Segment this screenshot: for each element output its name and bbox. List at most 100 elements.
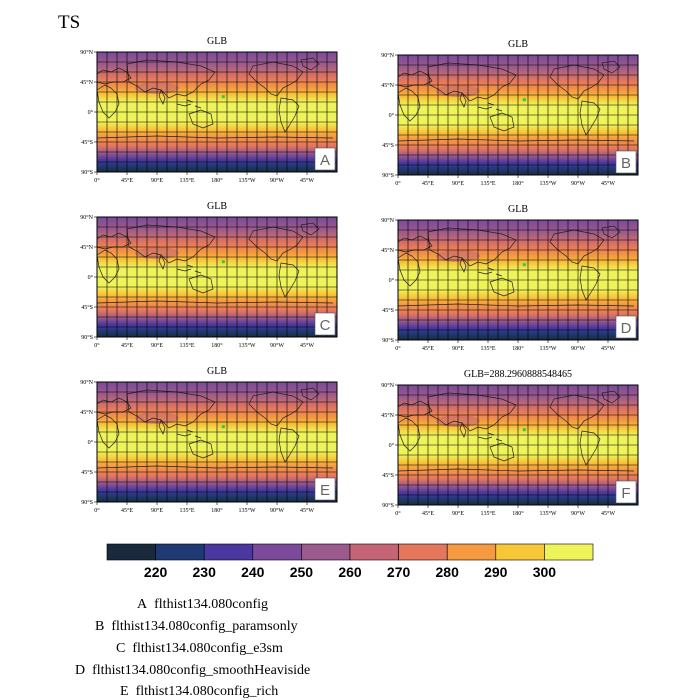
x-tick-label: 0°: [395, 510, 401, 517]
x-tick-label: 45°E: [121, 507, 133, 514]
panel-letter: B: [621, 155, 631, 172]
x-tick-label: 135°E: [480, 180, 495, 187]
map-panel-f: GLB=288.296088854846590°N45°N0°45°S90°S0…: [381, 369, 639, 517]
colorbar-segment: [203, 543, 254, 561]
legend-item-d: D flthist134.080config_smoothHeaviside: [75, 663, 311, 678]
x-tick-label: 180°: [512, 345, 524, 352]
y-tick-label: 45°N: [381, 82, 394, 89]
site-marker: [221, 425, 225, 429]
y-tick-label: 90°N: [80, 49, 93, 56]
x-tick-label: 90°E: [452, 180, 464, 187]
y-tick-label: 45°N: [80, 244, 93, 251]
x-tick-label: 90°W: [571, 180, 585, 187]
panel-letter: F: [621, 485, 630, 502]
x-tick-label: 90°W: [571, 345, 585, 352]
x-tick-label: 135°W: [238, 342, 255, 349]
colorbar-label: 250: [290, 564, 314, 580]
colorbar-label: 240: [241, 564, 265, 580]
x-tick-label: 90°E: [151, 342, 163, 349]
x-tick-label: 90°W: [270, 507, 284, 514]
colorbar-label: 230: [193, 564, 217, 580]
panel-letter-box: [615, 150, 637, 174]
x-tick-label: 45°E: [121, 177, 133, 184]
x-tick-label: 180°: [512, 510, 524, 517]
panel-title: GLB: [508, 39, 528, 50]
x-tick-label: 135°E: [179, 177, 194, 184]
x-tick-label: 45°E: [422, 180, 434, 187]
y-tick-label: 90°S: [81, 334, 93, 341]
colorbar-segment: [349, 543, 399, 561]
y-tick-label: 90°S: [382, 172, 394, 179]
y-tick-label: 0°: [88, 274, 94, 281]
site-marker: [522, 428, 526, 432]
x-tick-label: 135°E: [179, 342, 194, 349]
panel-letter: A: [320, 152, 330, 169]
y-tick-label: 90°S: [382, 502, 394, 509]
y-tick-label: 90°S: [382, 337, 394, 344]
x-tick-label: 135°W: [238, 507, 255, 514]
y-tick-label: 0°: [88, 109, 94, 116]
x-tick-label: 135°E: [179, 507, 194, 514]
colorbar-segment: [155, 543, 205, 561]
x-tick-label: 180°: [211, 507, 223, 514]
legend-item-b: B flthist134.080config_paramsonly: [95, 619, 298, 634]
x-tick-label: 135°E: [480, 510, 495, 517]
colorbar-label: 270: [387, 564, 411, 580]
colorbar-label: 280: [436, 564, 460, 580]
colorbar-segment: [301, 543, 351, 561]
y-tick-label: 45°N: [80, 79, 93, 86]
x-tick-label: 45°W: [601, 180, 615, 187]
x-tick-label: 45°W: [601, 345, 615, 352]
grid-lines: [398, 220, 638, 340]
site-marker: [221, 95, 225, 99]
colorbar-label: 290: [484, 564, 508, 580]
x-tick-label: 90°E: [452, 345, 464, 352]
x-tick-label: 180°: [211, 177, 223, 184]
y-tick-label: 45°S: [382, 472, 394, 479]
colorbar-segment: [252, 543, 302, 561]
y-tick-label: 90°N: [381, 217, 394, 224]
x-tick-label: 45°W: [300, 342, 314, 349]
site-marker: [522, 98, 526, 102]
y-tick-label: 45°S: [382, 307, 394, 314]
panel-letter-box: [314, 477, 336, 501]
x-tick-label: 90°W: [270, 342, 284, 349]
x-tick-label: 135°W: [238, 177, 255, 184]
y-tick-label: 90°N: [80, 379, 93, 386]
colorbar-segment: [106, 543, 156, 561]
x-tick-label: 90°W: [270, 177, 284, 184]
panel-letter-box: [615, 480, 637, 504]
colorbar-segment: [446, 543, 497, 561]
x-tick-label: 135°W: [539, 345, 556, 352]
y-tick-label: 0°: [389, 112, 395, 119]
site-marker: [522, 263, 526, 267]
x-tick-label: 45°E: [121, 342, 133, 349]
y-tick-label: 90°N: [381, 382, 394, 389]
x-tick-label: 0°: [94, 177, 100, 184]
y-tick-label: 90°N: [381, 52, 394, 59]
y-tick-label: 45°S: [81, 304, 93, 311]
panel-letter-box: [314, 147, 336, 171]
x-tick-label: 135°W: [539, 180, 556, 187]
panel-title: GLB: [207, 36, 227, 47]
y-tick-label: 0°: [389, 442, 395, 449]
y-tick-label: 90°N: [80, 214, 93, 221]
y-tick-label: 45°S: [81, 469, 93, 476]
colorbar-label: 300: [533, 564, 557, 580]
grid-lines: [398, 385, 638, 505]
colorbar: 220 230 240 250 260 270 280 290 300: [106, 543, 594, 580]
x-tick-label: 0°: [94, 342, 100, 349]
x-tick-label: 45°W: [601, 510, 615, 517]
y-tick-label: 45°N: [381, 247, 394, 254]
grid-lines: [398, 55, 638, 175]
colorbar-label: 260: [338, 564, 362, 580]
panel-title: GLB: [207, 366, 227, 377]
legend-item-e: E flthist134.080config_rich: [120, 684, 279, 699]
x-tick-label: 45°W: [300, 177, 314, 184]
grid-lines: [97, 52, 337, 172]
y-tick-label: 0°: [389, 277, 395, 284]
colorbar-segment: [495, 543, 545, 561]
panel-title: GLB: [508, 204, 528, 215]
